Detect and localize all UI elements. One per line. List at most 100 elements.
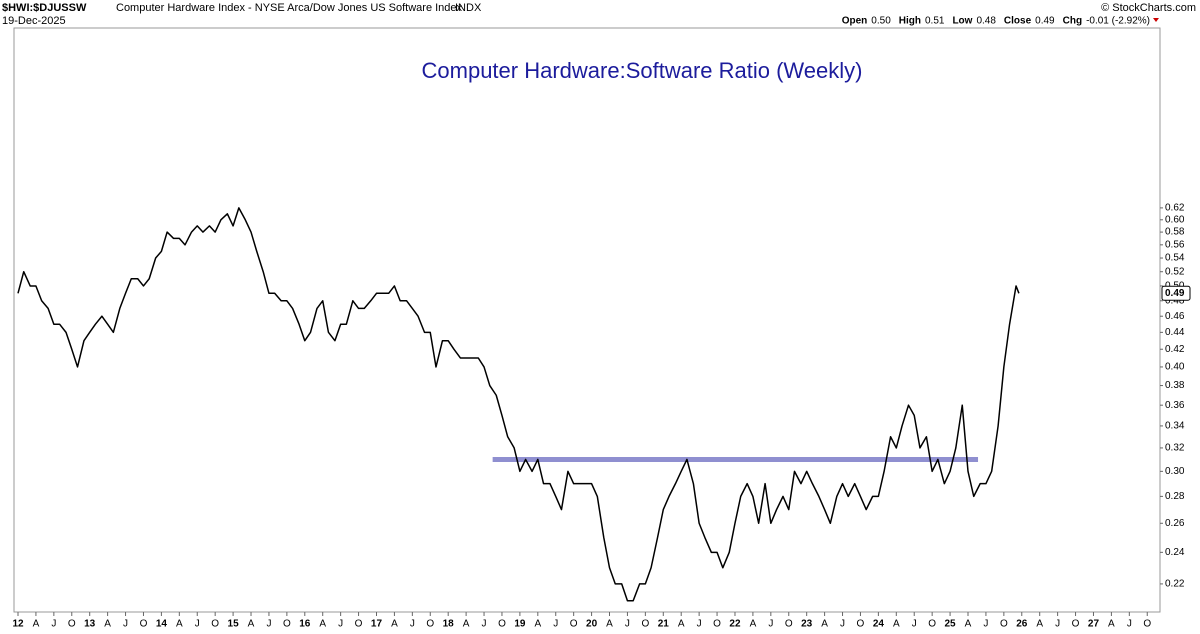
x-tick-label: J bbox=[768, 619, 773, 630]
quote-value: -0.01 (-2.92%) bbox=[1086, 16, 1150, 27]
x-tick-label: A bbox=[248, 619, 255, 630]
x-tick-label: O bbox=[140, 619, 148, 630]
x-tick-label: O bbox=[1000, 619, 1008, 630]
x-tick-label: A bbox=[750, 619, 757, 630]
last-value-box bbox=[1161, 285, 1191, 301]
down-arrow bbox=[1153, 18, 1159, 22]
x-tick-label: A bbox=[534, 619, 541, 630]
x-tick-label: 22 bbox=[729, 619, 741, 630]
x-tick-label: O bbox=[355, 619, 363, 630]
x-tick-label: J bbox=[697, 619, 702, 630]
x-tick-label: O bbox=[211, 619, 219, 630]
y-tick-label: 0.60 bbox=[1165, 214, 1185, 225]
x-tick-label: A bbox=[391, 619, 398, 630]
quote-label: Low bbox=[952, 16, 972, 27]
quote-label: Open bbox=[842, 16, 868, 27]
x-tick-label: 25 bbox=[945, 619, 957, 630]
y-tick-label: 0.30 bbox=[1165, 466, 1185, 477]
y-tick-label: 0.52 bbox=[1165, 266, 1185, 277]
quote-label: High bbox=[899, 16, 921, 27]
y-tick-label: 0.40 bbox=[1165, 362, 1185, 373]
y-tick-label: 0.32 bbox=[1165, 443, 1185, 454]
x-tick-label: 14 bbox=[156, 619, 168, 630]
x-tick-label: O bbox=[713, 619, 721, 630]
x-tick-label: O bbox=[1072, 619, 1080, 630]
quote-label: Close bbox=[1004, 16, 1032, 27]
x-tick-label: 23 bbox=[801, 619, 813, 630]
y-tick-label: 0.36 bbox=[1165, 400, 1185, 411]
y-tick-label: 0.44 bbox=[1165, 327, 1185, 338]
x-tick-label: J bbox=[625, 619, 630, 630]
x-tick-label: J bbox=[266, 619, 271, 630]
x-tick-label: A bbox=[104, 619, 111, 630]
x-tick-label: A bbox=[893, 619, 900, 630]
x-tick-label: J bbox=[553, 619, 558, 630]
x-tick-label: J bbox=[410, 619, 415, 630]
plot-frame bbox=[13, 27, 1161, 613]
quote-label: Chg bbox=[1063, 16, 1082, 27]
y-tick-label: 0.22 bbox=[1165, 579, 1185, 590]
x-tick-label: 19 bbox=[514, 619, 526, 630]
last-value-label: 0.49 bbox=[1165, 288, 1185, 299]
date: 19-Dec-2025 bbox=[2, 15, 66, 27]
x-tick-label: J bbox=[1055, 619, 1060, 630]
x-tick-label: J bbox=[195, 619, 200, 630]
quote-value: 0.50 bbox=[871, 16, 891, 27]
x-tick-label: 27 bbox=[1088, 619, 1100, 630]
x-tick-label: O bbox=[498, 619, 506, 630]
x-tick-label: J bbox=[338, 619, 343, 630]
x-tick-label: O bbox=[68, 619, 76, 630]
x-tick-label: A bbox=[1108, 619, 1115, 630]
x-tick-label: A bbox=[1036, 619, 1043, 630]
x-tick-label: 20 bbox=[586, 619, 598, 630]
x-tick-label: A bbox=[319, 619, 326, 630]
y-tick-label: 0.24 bbox=[1165, 547, 1185, 558]
x-tick-label: J bbox=[123, 619, 128, 630]
description: Computer Hardware Index - NYSE Arca/Dow … bbox=[116, 2, 463, 14]
x-tick-label: O bbox=[1143, 619, 1151, 630]
y-tick-label: 0.48 bbox=[1165, 295, 1185, 306]
y-tick-label: 0.42 bbox=[1165, 344, 1185, 355]
x-tick-label: J bbox=[51, 619, 56, 630]
quote-value: 0.51 bbox=[925, 16, 945, 27]
x-tick-label: A bbox=[463, 619, 470, 630]
y-tick-label: 0.62 bbox=[1165, 203, 1185, 214]
symbol: $HWI:$DJUSSW bbox=[2, 2, 87, 14]
x-tick-label: O bbox=[857, 619, 865, 630]
x-tick-label: 24 bbox=[873, 619, 885, 630]
x-tick-label: 13 bbox=[84, 619, 96, 630]
y-tick-label: 0.38 bbox=[1165, 380, 1185, 391]
exchange: INDX bbox=[455, 2, 482, 14]
x-tick-label: J bbox=[1127, 619, 1132, 630]
y-tick-label: 0.34 bbox=[1165, 421, 1185, 432]
x-tick-label: O bbox=[570, 619, 578, 630]
x-tick-label: O bbox=[785, 619, 793, 630]
y-tick-label: 0.58 bbox=[1165, 227, 1185, 238]
x-tick-label: 26 bbox=[1016, 619, 1028, 630]
x-tick-label: O bbox=[928, 619, 936, 630]
copyright: © StockCharts.com bbox=[1101, 2, 1196, 14]
y-tick-label: 0.26 bbox=[1165, 518, 1185, 529]
x-tick-label: A bbox=[33, 619, 40, 630]
x-tick-label: O bbox=[426, 619, 434, 630]
y-tick-label: 0.54 bbox=[1165, 253, 1185, 264]
x-tick-label: 12 bbox=[12, 619, 24, 630]
x-tick-label: 15 bbox=[228, 619, 240, 630]
x-tick-label: 17 bbox=[371, 619, 383, 630]
chart-title: Computer Hardware:Software Ratio (Weekly… bbox=[422, 58, 863, 83]
y-tick-label: 0.56 bbox=[1165, 239, 1185, 250]
x-tick-label: A bbox=[176, 619, 183, 630]
x-tick-label: J bbox=[482, 619, 487, 630]
y-tick-label: 0.28 bbox=[1165, 491, 1185, 502]
quote-value: 0.49 bbox=[1035, 16, 1055, 27]
x-tick-label: A bbox=[606, 619, 613, 630]
y-tick-label: 0.46 bbox=[1165, 311, 1185, 322]
x-tick-label: 16 bbox=[299, 619, 311, 630]
x-tick-label: J bbox=[912, 619, 917, 630]
quote-value: 0.48 bbox=[976, 16, 996, 27]
x-tick-label: 21 bbox=[658, 619, 670, 630]
x-tick-label: A bbox=[965, 619, 972, 630]
